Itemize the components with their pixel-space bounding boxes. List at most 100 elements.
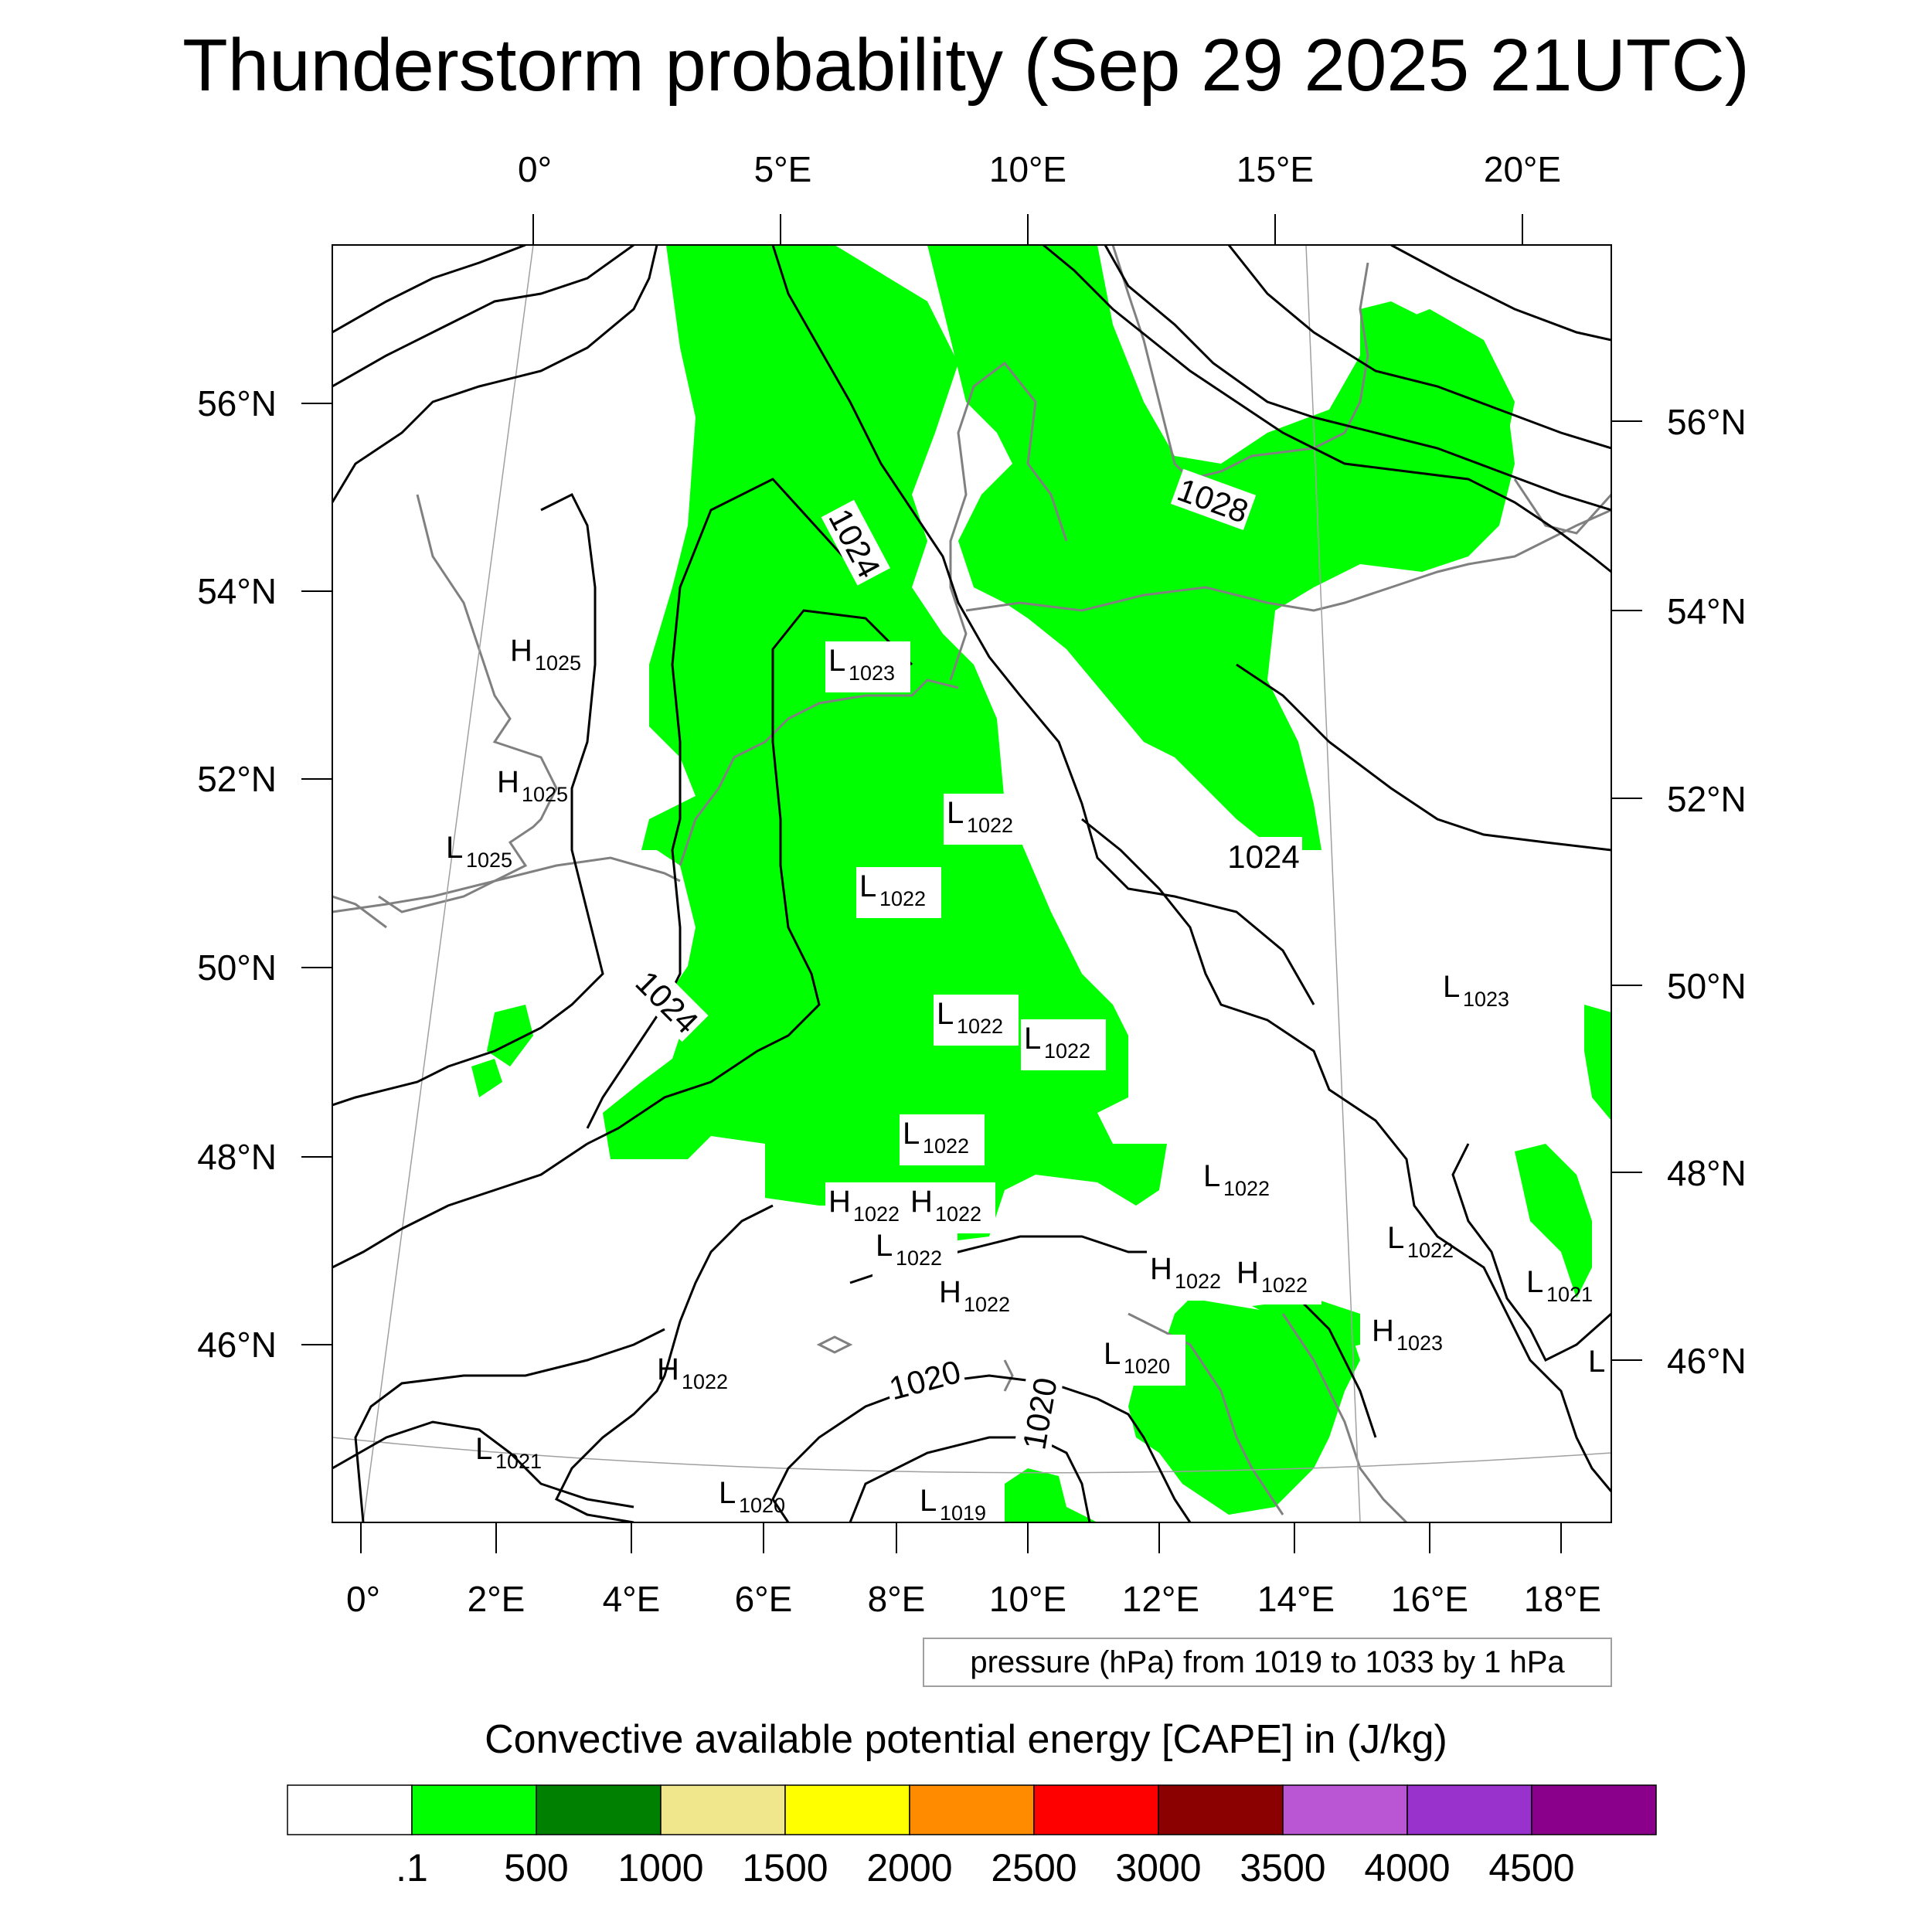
left-ticks [301, 403, 332, 1345]
svg-text:L: L [920, 1484, 937, 1518]
svg-text:H: H [1372, 1314, 1394, 1348]
pressure-center: H 1022 [1147, 1250, 1235, 1301]
svg-text:1025: 1025 [522, 783, 568, 806]
svg-text:L: L [475, 1432, 492, 1466]
isobar-nw-3 [332, 245, 658, 503]
svg-text:1021: 1021 [1546, 1283, 1593, 1306]
svg-text:H: H [828, 1185, 851, 1219]
coast-sweden [1111, 245, 1369, 481]
svg-text:1023: 1023 [1463, 988, 1509, 1011]
chart-title: Thunderstorm probability (Sep 29 2025 21… [182, 24, 1750, 107]
colorbar-swatch [1158, 1784, 1284, 1835]
pressure-center: L 1022 [1021, 1019, 1106, 1070]
map-frame [332, 244, 1612, 1523]
pressure-center: H 1022 [825, 1182, 913, 1233]
top-lon-label: 0° [518, 149, 552, 189]
left-lat-label: 48°N [197, 1137, 277, 1177]
pressure-center: L 1020 [719, 1476, 785, 1517]
svg-text:L: L [1526, 1265, 1543, 1299]
pressure-center: L 1022 [944, 794, 1029, 845]
bottom-lon-label: 2°E [468, 1579, 526, 1619]
pressure-center: L 1022 [934, 995, 1019, 1046]
map-content [332, 245, 1611, 1522]
left-lat-label: 54°N [197, 571, 277, 611]
svg-text:1020: 1020 [739, 1494, 785, 1517]
pressure-center: L 1023 [825, 641, 910, 692]
pressure-center: L 1019 [920, 1484, 986, 1525]
isobar-1023-loop [587, 609, 913, 1145]
svg-text:L: L [1387, 1221, 1404, 1255]
bottom-lon-label: 0° [346, 1579, 380, 1619]
pressure-center: L 1022 [1387, 1221, 1454, 1262]
pressure-center: H 1023 [1372, 1314, 1443, 1355]
svg-text:L: L [446, 831, 463, 865]
left-lat-label: 52°N [197, 759, 277, 799]
svg-text:1023: 1023 [1396, 1332, 1443, 1355]
svg-text:1022: 1022 [1044, 1039, 1090, 1063]
svg-text:L: L [1588, 1345, 1605, 1379]
top-lon-label: 5°E [754, 149, 812, 189]
left-lat-labels: 56°N 54°N 52°N 50°N 48°N 46°N [197, 383, 277, 1365]
isobar-1024-west [771, 245, 1315, 1005]
svg-text:L: L [876, 1229, 893, 1263]
cape-region-denmark-baltic [927, 245, 1515, 850]
isobar-alps-1 [332, 1142, 588, 1269]
bottom-lon-label: 6°E [735, 1579, 793, 1619]
isobar-south-west [332, 1420, 634, 1509]
pressure-center: H 1025 [510, 634, 581, 675]
bottom-lon-label: 18°E [1524, 1579, 1601, 1619]
bottom-lon-labels: 0° 2°E 4°E 6°E 8°E 10°E 12°E 14°E 16°E 1… [346, 1579, 1601, 1619]
coastlines [332, 245, 1611, 1522]
pressure-center: H 1025 [497, 765, 568, 806]
svg-text:1019: 1019 [940, 1502, 986, 1525]
svg-text:1022: 1022 [682, 1370, 728, 1393]
isobar-south-1020 [771, 1374, 1192, 1522]
svg-text:1025: 1025 [535, 651, 581, 675]
colorbar-labels: .1 500 1000 1500 2000 2500 3000 3500 4000 4500 [396, 1846, 1574, 1889]
colorbar-label: 3500 [1240, 1846, 1325, 1889]
cape-region-balkans-east [1515, 1144, 1592, 1298]
colorbar-swatch [287, 1784, 413, 1835]
cape-region-france-patch-2 [471, 1059, 502, 1097]
top-lon-label: 20°E [1484, 149, 1561, 189]
pressure-center: H 1022 [936, 1273, 1024, 1324]
pressure-center: L 1020 [1100, 1335, 1185, 1386]
pressure-center: L 1021 [475, 1432, 542, 1473]
svg-text:1025: 1025 [466, 849, 512, 872]
cape-region-east-edge [1584, 1005, 1611, 1121]
isobar-south-1019 [849, 1436, 1091, 1522]
lake-geneva [816, 1335, 853, 1354]
svg-text:1022: 1022 [1407, 1239, 1454, 1262]
contour-label-1024-b: 1024 [1227, 838, 1299, 875]
isobar-ne-3 [1390, 245, 1611, 342]
pressure-center: L 1022 [856, 867, 941, 918]
coast-baltic-south [965, 509, 1611, 612]
coast-adriatic-east [1281, 1313, 1408, 1522]
svg-text:L: L [1024, 1022, 1041, 1056]
cape-region-italy-south [1005, 1468, 1097, 1522]
pressure-center: L [1588, 1345, 1605, 1379]
svg-text:L: L [1443, 970, 1460, 1004]
bottom-lon-label: 8°E [868, 1579, 926, 1619]
svg-text:1022: 1022 [957, 1015, 1003, 1038]
svg-text:1022: 1022 [1261, 1274, 1308, 1297]
pressure-center: H 1022 [657, 1352, 728, 1393]
pressure-center: L 1022 [872, 1226, 957, 1277]
isobar-ne-2 [1227, 245, 1611, 450]
cape-region-poland-east [1345, 309, 1515, 556]
svg-text:L: L [859, 869, 876, 903]
meridian-0 [362, 245, 534, 1522]
svg-text:L: L [1203, 1159, 1220, 1193]
svg-text:H: H [1236, 1256, 1259, 1290]
svg-text:1022: 1022 [967, 814, 1013, 837]
colorbar-swatch [411, 1784, 537, 1835]
pressure-center: L 1022 [900, 1114, 985, 1165]
isobar-east-loop [1451, 1143, 1611, 1362]
colorbar-swatch [536, 1784, 662, 1835]
svg-text:1020: 1020 [1124, 1355, 1170, 1378]
colorbar-label: 500 [504, 1846, 568, 1889]
isobar-nw-2 [332, 245, 634, 388]
legend-title: Convective available potential energy [C… [485, 1717, 1447, 1762]
svg-text:L: L [947, 796, 964, 830]
coast-britain-south [332, 856, 681, 913]
